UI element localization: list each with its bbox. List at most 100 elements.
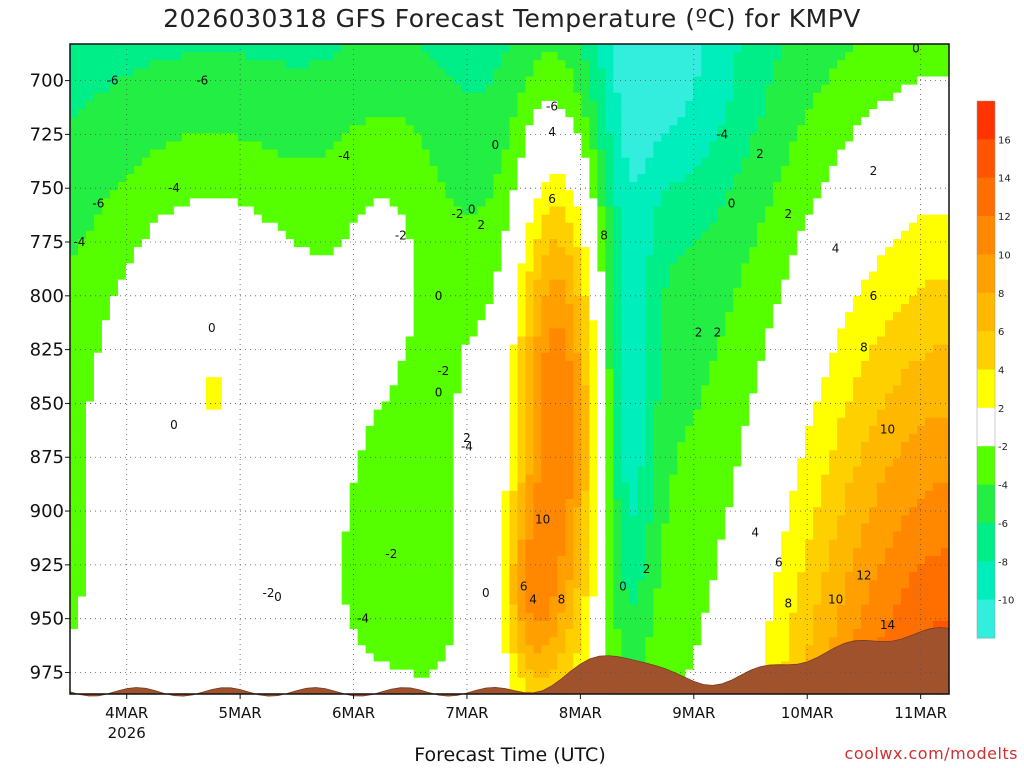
colorbar-swatch <box>977 331 995 370</box>
contour-label: 0 <box>170 418 178 432</box>
colorbar-label: 10 <box>998 250 1011 261</box>
x-axis-label: Forecast Time (UTC) <box>414 744 606 766</box>
contour-label: -6 <box>92 196 104 210</box>
contour-label: 0 <box>208 321 216 335</box>
y-tick-label: 850 <box>30 393 64 414</box>
contour-label: -4 <box>461 439 473 453</box>
y-tick-label: 700 <box>30 71 64 92</box>
contour-label: 2 <box>643 562 651 576</box>
grid-lines <box>70 44 949 694</box>
colorbar-swatch <box>977 407 995 447</box>
contour-label: 2 <box>477 218 485 232</box>
contour-label: 0 <box>468 203 476 217</box>
contour-label: 4 <box>548 125 556 139</box>
colorbar-swatch <box>977 254 995 294</box>
contour-label: 2 <box>695 325 703 339</box>
y-tick-label: 875 <box>30 447 64 468</box>
y-tick-label: 900 <box>30 501 64 522</box>
contour-label: -4 <box>168 181 180 195</box>
x-tick-label: 11MAR <box>894 704 947 722</box>
x-tick-year: 2026 <box>108 724 146 742</box>
contour-label: 0 <box>912 41 920 55</box>
contour-label: 0 <box>435 289 443 303</box>
terrain-fill <box>69 627 950 697</box>
contour-label: 0 <box>435 386 443 400</box>
x-tick-label: 5MAR <box>219 704 262 722</box>
plot-frame <box>69 43 950 695</box>
contour-label: 4 <box>751 526 759 540</box>
contour-label: 0 <box>728 196 736 210</box>
contour-label: -2 <box>395 229 407 243</box>
chart-title: 2026030318 GFS Forecast Temperature (ºC)… <box>163 4 861 33</box>
colorbar-frame <box>976 100 996 639</box>
y-tick-label: 925 <box>30 555 64 576</box>
colorbar: 16 14 12 10 8 6 4 2 -2 -4 -6 -8 -10 <box>976 100 1014 639</box>
contour-label: 0 <box>482 586 490 600</box>
contour-label: 0 <box>619 579 627 593</box>
colorbar-label: -10 <box>998 596 1014 607</box>
colorbar-label: 14 <box>998 174 1011 185</box>
contour-label: 4 <box>529 592 537 606</box>
contour-label: -2 <box>437 364 449 378</box>
colorbar-swatch <box>977 216 995 255</box>
contour-label: 10 <box>828 592 843 606</box>
y-tick-label: 800 <box>30 286 64 307</box>
contour-label: -4 <box>716 127 728 141</box>
contour-label: 2 <box>714 325 722 339</box>
colorbar-label: -4 <box>998 481 1008 492</box>
colorbar-label: -8 <box>998 557 1008 568</box>
x-tick-label: 10MAR <box>781 704 834 722</box>
y-tick-label: 725 <box>30 124 64 145</box>
contour-label: 8 <box>860 340 868 354</box>
colorbar-swatch <box>977 369 995 409</box>
contour-label: 4 <box>832 241 840 255</box>
colorbar-label: 6 <box>998 327 1004 338</box>
colorbar-swatch <box>977 599 995 639</box>
contour-label: -6 <box>107 74 119 88</box>
contour-label: -2 <box>262 586 274 600</box>
colorbar-swatch <box>977 292 995 332</box>
y-tick-label: 950 <box>30 609 64 630</box>
colorbar-swatch <box>977 101 995 140</box>
temperature-field <box>70 44 950 695</box>
contour-label: 2 <box>756 147 764 161</box>
colorbar-label: -2 <box>998 442 1008 453</box>
colorbar-swatch <box>977 177 995 217</box>
contour-label: 8 <box>785 597 793 611</box>
contour-label: 6 <box>520 579 528 593</box>
contour-label: 10 <box>880 422 895 436</box>
contour-label: 8 <box>558 592 566 606</box>
contour-label: 2 <box>870 164 878 178</box>
plot-area: -6 -6-6-6-4-4-4-4-4-4-2-2-2-2-20000000000… <box>69 41 950 697</box>
y-tick-label: 775 <box>30 232 64 253</box>
axes: 7007257507758008258508759009259509754MAR… <box>30 43 950 742</box>
contour-label: 6 <box>548 192 556 206</box>
y-tick-label: 750 <box>30 178 64 199</box>
x-tick-label: 6MAR <box>332 704 375 722</box>
y-tick-label: 825 <box>30 340 64 361</box>
contour-label: 10 <box>535 513 550 527</box>
contour-label: -2 <box>452 207 464 221</box>
colorbar-label: 16 <box>998 135 1011 146</box>
contour-label: 6 <box>775 556 783 570</box>
colorbar-label: -6 <box>998 519 1008 530</box>
colorbar-label: 2 <box>998 404 1004 415</box>
contour-label: 0 <box>492 138 500 152</box>
colorbar-label: 12 <box>998 212 1011 223</box>
contour-labels: -6 -6-6-6-4-4-4-4-4-4-2-2-2-2-20000000000… <box>73 41 919 632</box>
contour-label: -4 <box>338 149 350 163</box>
colorbar-swatch <box>977 561 995 601</box>
credit-link[interactable]: coolwx.com/modelts <box>844 744 1018 763</box>
contour-label: -4 <box>357 612 369 626</box>
colorbar-label: 8 <box>998 289 1004 300</box>
colorbar-swatch <box>977 139 995 179</box>
x-tick-label: 4MAR <box>105 704 148 722</box>
colorbar-swatch <box>977 484 995 524</box>
x-tick-label: 9MAR <box>672 704 715 722</box>
colorbar-label: 4 <box>998 366 1004 377</box>
contour-label: 12 <box>856 569 871 583</box>
contour-label: 2 <box>785 207 793 221</box>
contour-label: -6 <box>546 99 558 113</box>
y-tick-label: 975 <box>30 662 64 683</box>
